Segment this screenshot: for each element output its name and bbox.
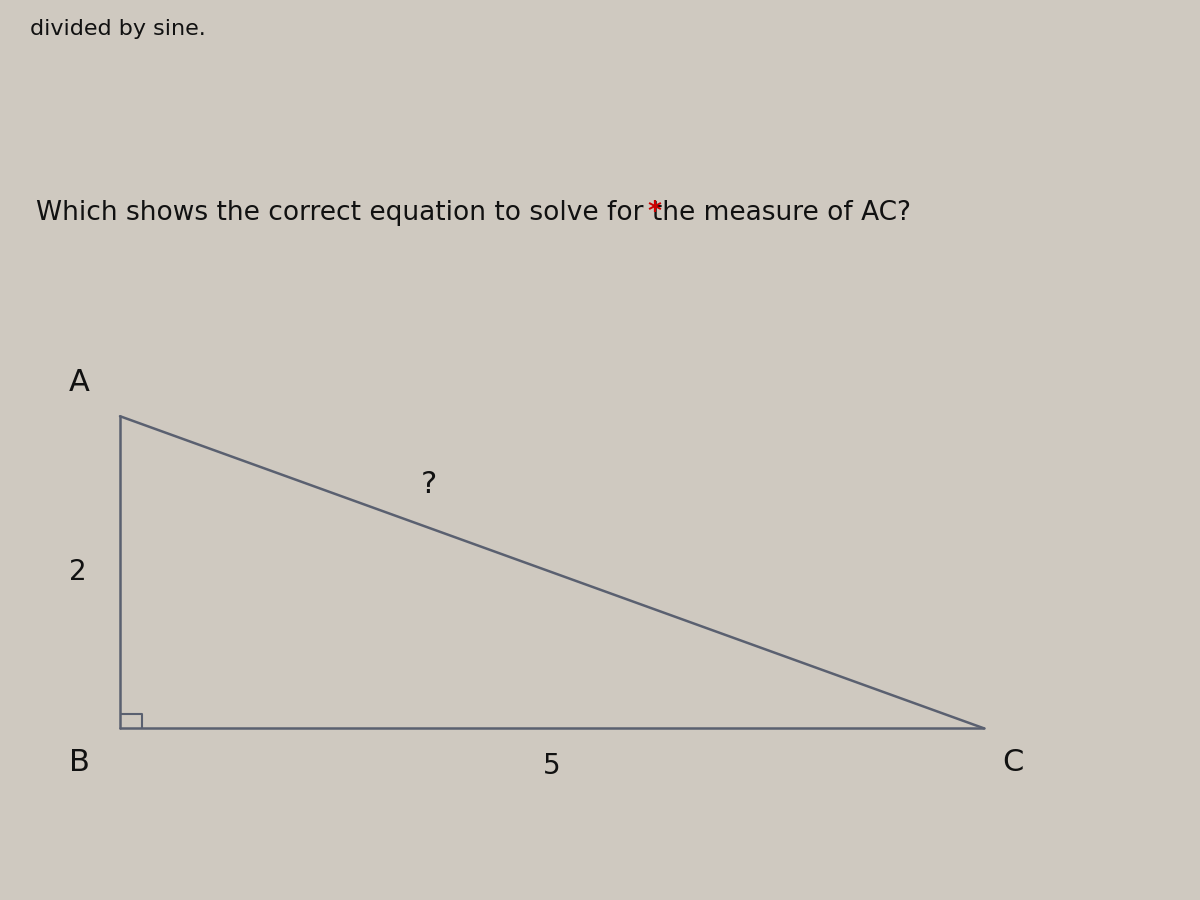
Text: C: C — [1002, 748, 1024, 777]
Text: *: * — [638, 201, 661, 226]
Text: A: A — [70, 368, 90, 397]
Text: B: B — [70, 748, 90, 777]
Text: Which shows the correct equation to solve for the measure of AC?: Which shows the correct equation to solv… — [36, 201, 911, 226]
Text: ?: ? — [421, 470, 437, 499]
Text: 2: 2 — [70, 558, 86, 586]
Text: divided by sine.: divided by sine. — [30, 19, 205, 39]
Text: 5: 5 — [544, 752, 560, 779]
